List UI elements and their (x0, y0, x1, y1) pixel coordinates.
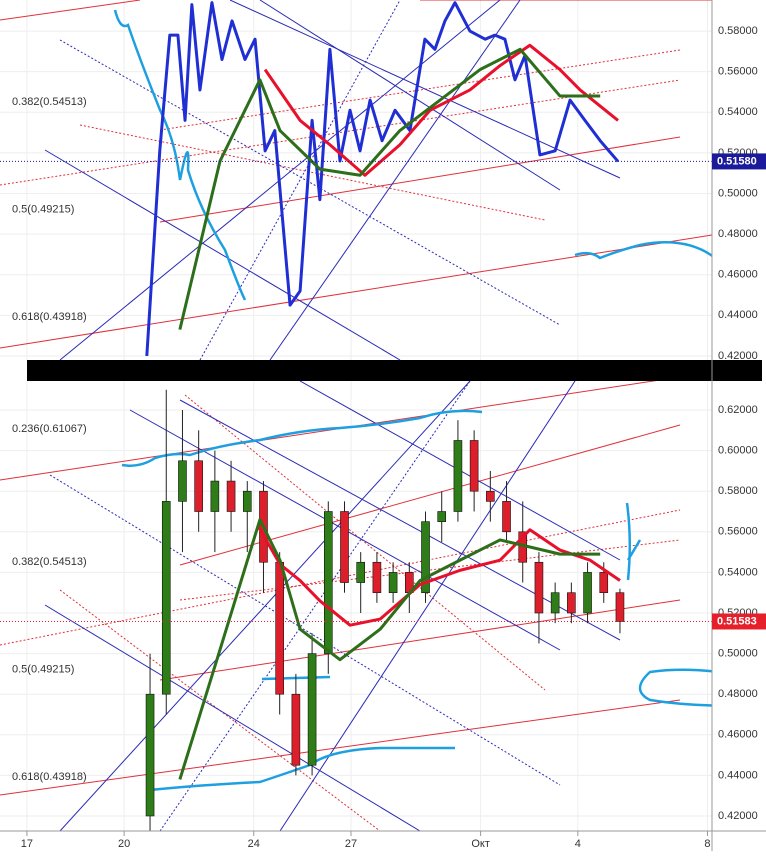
candle-body (372, 561, 382, 594)
fib-label: 0.5(0.49215) (12, 663, 74, 675)
x-tick-label: 17 (21, 838, 33, 850)
candle-body (453, 440, 463, 512)
candle-body (567, 592, 576, 614)
y-tick-label: 0.48000 (718, 688, 758, 700)
candle-body (437, 511, 447, 522)
y-tick-label: 0.42000 (718, 350, 758, 362)
last-price-label: 0.51583 (717, 615, 757, 627)
fib-label: 0.382(0.54513) (12, 96, 87, 108)
y-tick-label: 0.44000 (718, 309, 758, 321)
series-line (263, 43, 619, 177)
y-tick-label: 0.60000 (718, 445, 758, 457)
y-tick-label: 0.44000 (718, 769, 758, 781)
x-tick-label: 24 (248, 838, 260, 850)
x-tick-label: 8 (704, 838, 710, 850)
candle-body (615, 592, 625, 622)
last-price-box (712, 613, 766, 630)
trend-lines (0, 0, 712, 360)
y-tick-label: 0.50000 (718, 187, 758, 199)
fib-label: 0.618(0.43918) (12, 311, 87, 323)
y-tick-label: 0.42000 (718, 810, 758, 822)
series-line (178, 47, 601, 330)
y-tick-label: 0.54000 (718, 566, 758, 578)
candle-body (583, 572, 592, 614)
y-tick-label: 0.46000 (718, 269, 758, 281)
fib-label: 0.618(0.43918) (12, 771, 87, 783)
separator (27, 360, 762, 381)
candle-body (161, 501, 171, 695)
fib-label: 0.236(0.61067) (12, 423, 87, 435)
y-tick-label: 0.56000 (718, 526, 758, 538)
series-line (178, 518, 601, 780)
series-line (145, 1, 620, 357)
candle-body (291, 693, 301, 766)
y-tick-label: 0.50000 (718, 648, 758, 660)
top-panel (0, 0, 712, 360)
candle-body (226, 480, 236, 512)
candle-body (210, 480, 220, 512)
candle-body (178, 460, 187, 502)
last-price-label: 0.51580 (717, 155, 757, 167)
fib-label: 0.5(0.49215) (12, 203, 74, 215)
candle-body (323, 511, 333, 654)
candle-body (275, 561, 284, 695)
trend-lines (0, 381, 681, 831)
y-tick-label: 0.62000 (718, 404, 758, 416)
candle-body (388, 572, 398, 594)
y-tick-label: 0.58000 (718, 25, 758, 37)
x-tick-label: 20 (118, 838, 130, 850)
candle-body (356, 561, 365, 583)
y-tick-label: 0.58000 (718, 485, 758, 497)
candle-body (421, 521, 430, 594)
y-tick-label: 0.46000 (718, 729, 758, 741)
candle-body (194, 460, 203, 512)
drawing (113, 9, 712, 301)
bottom-panel (0, 381, 712, 831)
y-tick-label: 0.48000 (718, 228, 758, 240)
candle-body (502, 501, 511, 533)
fib-label: 0.382(0.54513) (12, 556, 87, 568)
x-tick-label: 4 (575, 838, 581, 850)
grid (0, 381, 712, 831)
candle-body (469, 440, 479, 492)
series-line (256, 524, 621, 627)
candle-body (307, 653, 317, 766)
x-tick-label: 27 (345, 838, 357, 850)
candle-body (534, 561, 544, 614)
grid (0, 0, 712, 360)
last-price-box (712, 153, 766, 170)
candle-body (599, 572, 609, 594)
candle-body (486, 490, 495, 502)
candle-body (550, 592, 560, 614)
x-tick-label: Окт (471, 838, 490, 850)
candle-body (145, 693, 155, 817)
candle-body (242, 490, 252, 512)
y-tick-label: 0.56000 (718, 66, 758, 78)
candle-body (340, 511, 349, 583)
y-tick-label: 0.54000 (718, 106, 758, 118)
